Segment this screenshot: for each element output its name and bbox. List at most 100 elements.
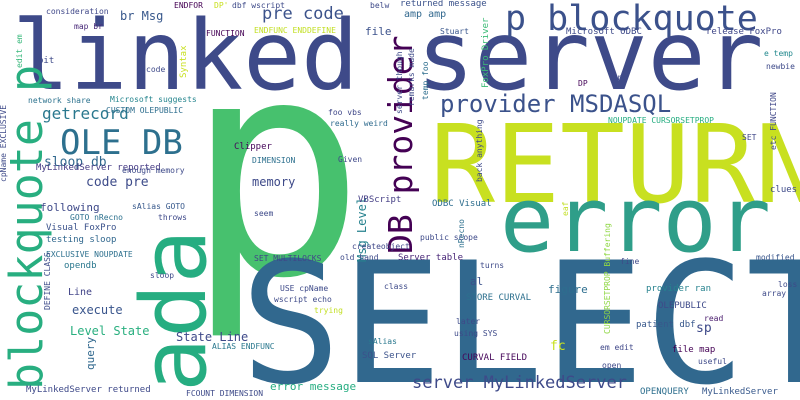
word-dimension: DIMENSION (252, 156, 296, 165)
word-memory: memory (252, 175, 296, 189)
word-amp-amp: amp amp (404, 9, 447, 20)
word-back-anything: back anything (475, 119, 484, 182)
word-br-msg: br Msg (120, 9, 164, 23)
word-mylinkedserver-returned: MyLinkedServer returned (26, 385, 151, 395)
word-microsoft-suggests: Microsoft suggests (110, 95, 197, 104)
word-alias-endfunc: ALIAS ENDFUNC (212, 342, 275, 351)
word-dbf-wscript: dbf wscript (232, 1, 285, 10)
word-p: p (185, 0, 366, 344)
word-p-blockquote: p blockquote (505, 0, 758, 39)
word-following: following (40, 201, 100, 214)
word-etc-function: etc FUNCTION (769, 92, 778, 150)
word-file-map: file map (672, 345, 716, 355)
word-set-multilocks: SET MULTILOCKS (254, 254, 322, 263)
word-throws: throws (158, 213, 187, 222)
word-server-table: Server table (398, 253, 464, 263)
word-ada: ada (122, 229, 227, 392)
word-using-sys: using SYS (454, 329, 498, 338)
word-vbscript: VBScript (358, 195, 402, 205)
word-turns: turns (480, 261, 505, 270)
word-microsoft-odbc: Microsoft ODBC (566, 27, 642, 37)
word-salias: sAlias (368, 337, 397, 346)
word-wscript-echo: wscript echo (274, 295, 332, 304)
word-open: open (602, 361, 622, 370)
word-mylinkedserver: MyLinkedServer (702, 387, 778, 397)
word-visual-foxpro: Visual FoxPro (46, 223, 117, 233)
word-set: SET (742, 133, 757, 142)
word-belw: belw (370, 1, 390, 10)
word-pre-code: pre code (262, 4, 344, 24)
word-function: FUNCTION (206, 29, 245, 38)
word-select: SELECT (240, 226, 800, 400)
word-query: query (84, 336, 97, 370)
word-cpname-exclusive: cpName EXCLUSIVE (0, 104, 8, 182)
word-exclusive-noupdate: EXCLUSIVE NOUPDATE (46, 250, 133, 259)
word-seem: seem (254, 209, 274, 218)
word-trying: trying (314, 306, 343, 315)
word-class: class (384, 282, 409, 291)
word-olepublic: OLEPUBLIC (658, 301, 707, 311)
word-given: Given (338, 155, 363, 164)
word-provider-ran: provider ran (646, 284, 712, 294)
word-later: later (456, 317, 481, 326)
word-figure: figure (548, 283, 588, 296)
word-fc: fc (550, 339, 566, 354)
word-map-br: map br (74, 22, 103, 31)
word-old-hand: old hand (340, 253, 379, 262)
word-code-pre: code pre (86, 175, 149, 190)
word-fine: fine (620, 257, 640, 266)
word-consideration: consideration (46, 7, 109, 16)
word-mylinkedserver-reported: MyLinkedServer reported (36, 163, 161, 173)
word-use-cpname: USE cpName (280, 284, 329, 293)
word-clipper: Clipper (234, 142, 272, 152)
word-returned-message: returned message (400, 0, 487, 9)
word-goto-nrecno: GOTO nRecno (70, 213, 123, 222)
word-openquery: OPENQUERY (640, 387, 689, 397)
word-odbc-visual: ODBC Visual (432, 199, 492, 209)
word-store-curval: STORE CURVAL (466, 293, 532, 303)
word-foo-vbs: foo vbs (328, 108, 362, 117)
word-line: Line (68, 287, 93, 298)
word-salias-goto: sAlias GOTO (132, 202, 185, 211)
word-modified: modified (756, 253, 795, 262)
word-server-though: server though (395, 51, 404, 114)
word-getrecord: getrecord (42, 104, 129, 123)
word-server-mylinkedserver: server MyLinkedServer (412, 373, 627, 393)
word-release-foxpro: release FoxPro (706, 27, 782, 37)
word-dp: DP (578, 79, 588, 88)
word-prg: prg (612, 73, 627, 82)
word-bit: bit (38, 56, 55, 66)
word-public-scope: public scope (420, 233, 478, 242)
word-execute: execute (72, 303, 123, 317)
word-error: error (500, 168, 771, 273)
word-enough-memory: enough memory (122, 166, 185, 175)
word-eaf: eaf (561, 201, 570, 216)
word-return: RETURN (430, 103, 800, 228)
word-loss: loss (778, 280, 798, 289)
word-cursorsetprop-buffering: CURSORSETPROP Buffering (603, 223, 612, 334)
word-error-message: error message (270, 380, 357, 393)
word-define-class: DEFINE CLASS (43, 252, 52, 310)
word-noupdate-cursorsetprop: NOUPDATE CURSORSETPROP (608, 116, 714, 125)
word-al: al (470, 275, 484, 288)
word-endfunc-enddefine: ENDFUNC ENDDEFINE (254, 26, 336, 35)
word-em-edit: em edit (600, 343, 634, 352)
word-dp-quote: DP' (214, 1, 229, 10)
word-curval-field: CURVAL FIELD (462, 353, 528, 363)
word-temp-foo: temp foo (421, 61, 430, 100)
word-network-share: network share (28, 96, 91, 105)
word-custom-olepublic: CUSTOM OLEPUBLIC (106, 106, 184, 115)
word-array: array (762, 289, 787, 298)
word-remarks-made: remarks made (407, 48, 416, 106)
word-createobject: createobject (352, 242, 410, 251)
word-edit-em: edit em (15, 34, 24, 68)
word-testing-sloop: testing sloop (46, 235, 117, 245)
word-code: code (146, 65, 166, 74)
word-syntax: Syntax (179, 45, 189, 78)
word-sloop: sloop (150, 271, 175, 280)
word-sp: sp (696, 321, 712, 336)
word-sloop-db: sloop db (44, 155, 107, 170)
word-newbie: newbie (766, 62, 795, 71)
word-endfor: ENDFOR (174, 1, 203, 10)
